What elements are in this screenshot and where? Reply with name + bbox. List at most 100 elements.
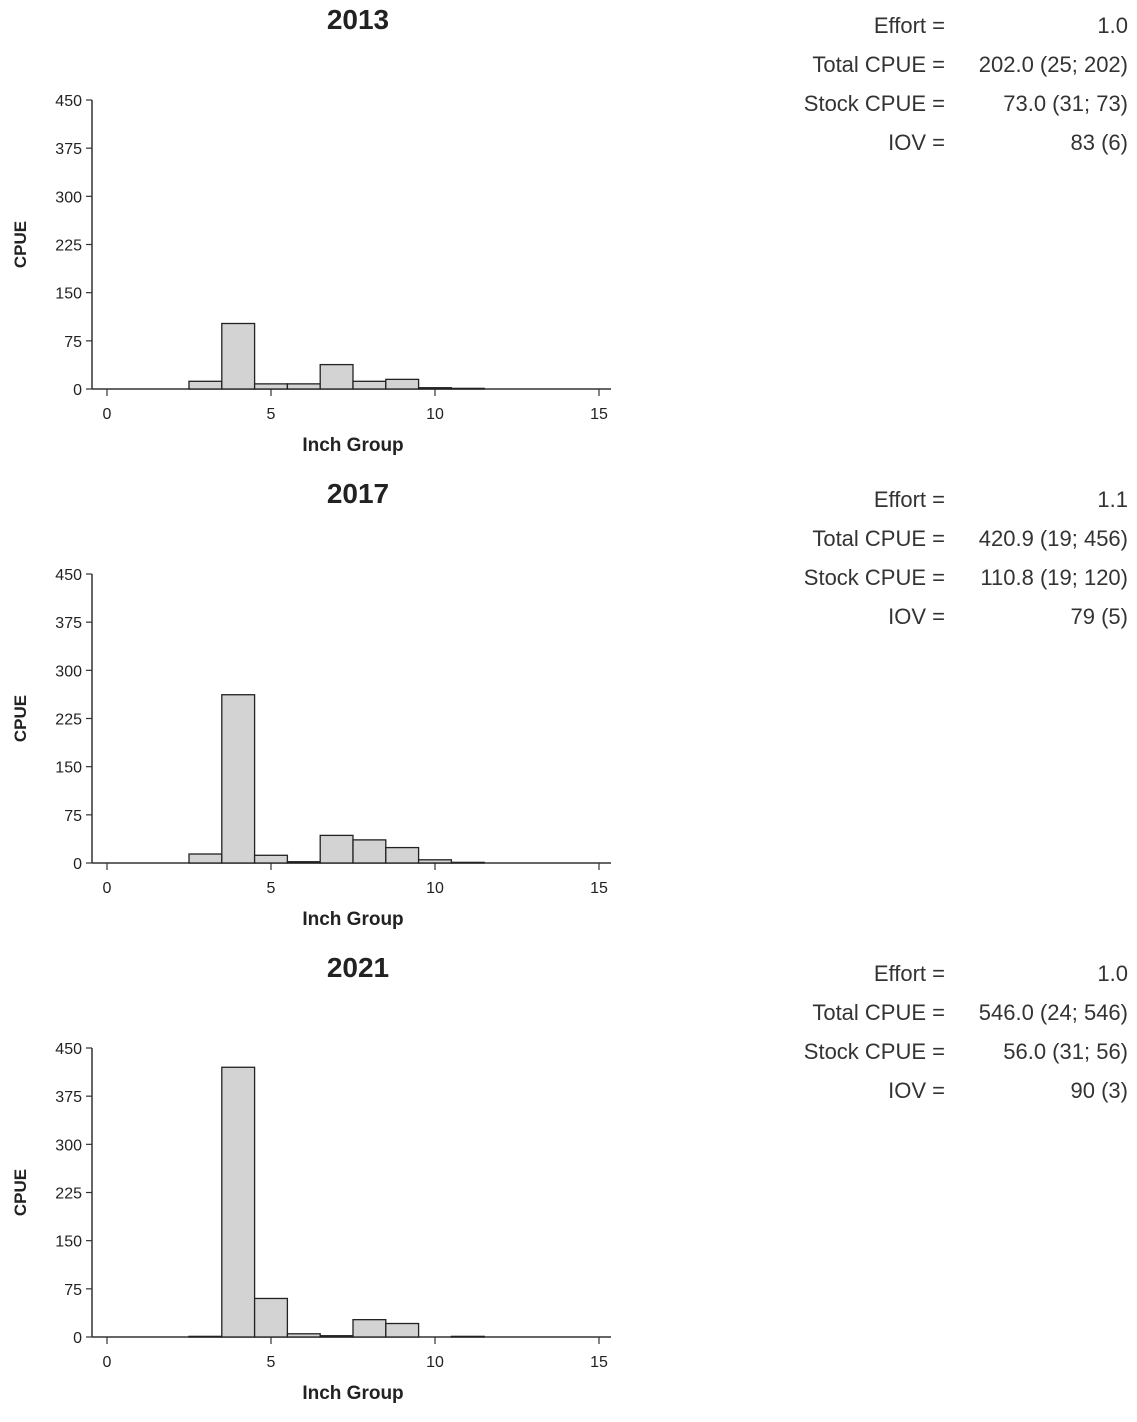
chart-title: 2021 (326, 952, 390, 983)
x-tick-label: 0 (103, 406, 112, 423)
y-tick-label: 150 (55, 760, 82, 777)
stat-value: 1.1 (1097, 487, 1128, 512)
y-tick-label: 300 (55, 189, 82, 206)
stat-row-total-cpue: Total CPUE = 202.0 (25; 202) (740, 45, 1128, 84)
histogram-bar (319, 1335, 354, 1338)
histogram-bar (319, 834, 354, 864)
stat-row-total-cpue: Total CPUE = 546.0 (24; 546) (740, 993, 1128, 1032)
histogram-bar (188, 1335, 223, 1338)
stat-value: 79 (5) (1070, 604, 1128, 629)
y-tick-label: 75 (64, 808, 82, 825)
x-tick-label: 10 (426, 406, 444, 423)
histogram-bar (352, 839, 387, 864)
y-tick-label: 225 (55, 712, 82, 729)
stat-row-iov: IOV = 90 (3) (740, 1071, 1128, 1110)
stat-value: 83 (6) (1070, 130, 1128, 155)
y-tick-label: 150 (55, 286, 82, 303)
y-tick-label: 450 (55, 567, 82, 584)
x-tick-label: 15 (590, 406, 608, 423)
x-axis-label: Inch Group (302, 435, 403, 456)
y-tick-label: 375 (55, 141, 82, 158)
x-axis-label: Inch Group (302, 909, 403, 930)
stat-row-iov: IOV = 79 (5) (740, 597, 1128, 636)
stat-label: Stock CPUE = (803, 91, 945, 116)
stat-value: 420.9 (19; 456) (978, 526, 1128, 551)
x-tick-label: 10 (426, 880, 444, 897)
stat-label: Total CPUE = (812, 1000, 945, 1025)
y-tick-label: 150 (55, 1234, 82, 1251)
stat-value: 110.8 (19; 120) (980, 565, 1128, 590)
x-tick-label: 15 (590, 1354, 608, 1371)
stat-value: 73.0 (31; 73) (1003, 91, 1128, 116)
histogram-2013: 0 75 150 225 300 375 450 0 5 10 15 Inch Group CPUE (11, 93, 611, 456)
x-tick-label: 0 (103, 1354, 112, 1371)
histogram-bar (286, 861, 321, 864)
y-tick-label: 450 (55, 93, 82, 110)
x-tick-label: 0 (103, 880, 112, 897)
histogram-bar (253, 1297, 289, 1338)
y-tick-label: 0 (73, 856, 82, 873)
y-tick-label: 75 (64, 1282, 82, 1299)
x-tick-label: 10 (426, 1354, 444, 1371)
histogram-bar (417, 387, 453, 390)
stat-label: Effort = (873, 961, 945, 986)
histogram-bar (385, 846, 420, 864)
stat-row-stock-cpue: Stock CPUE = 110.8 (19; 120) (740, 558, 1128, 597)
stat-row-effort: Effort = 1.0 (740, 6, 1128, 45)
histogram-bar (286, 1333, 321, 1338)
stat-label: Stock CPUE = (803, 1039, 945, 1064)
stat-row-stock-cpue: Stock CPUE = 56.0 (31; 56) (740, 1032, 1128, 1071)
stat-value: 202.0 (25; 202) (978, 52, 1128, 77)
x-tick-label: 15 (590, 880, 608, 897)
stat-label: Total CPUE = (812, 52, 945, 77)
histogram-bar (188, 380, 223, 390)
histogram-bar (417, 859, 453, 864)
chart-title: 2017 (326, 478, 390, 509)
stat-value: 1.0 (1097, 13, 1128, 38)
histogram-bar (352, 1319, 387, 1338)
y-tick-label: 300 (55, 663, 82, 680)
stat-value: 1.0 (1097, 961, 1128, 986)
y-tick-label: 0 (73, 382, 82, 399)
x-tick-label: 5 (267, 406, 276, 423)
histogram-bar (253, 383, 289, 390)
histogram-bar (450, 387, 485, 390)
stat-row-stock-cpue: Stock CPUE = 73.0 (31; 73) (740, 84, 1128, 123)
chart-panel-2013: 2013 0 75 150 225 300 375 450 0 5 10 15 Inch Group C… (0, 0, 1137, 474)
stat-row-iov: IOV = 83 (6) (740, 123, 1128, 162)
chart-title: 2013 (326, 4, 390, 35)
chart-panel-2017: 2017 0 75 150 225 300 375 450 0 5 10 15 Inch Group C… (0, 474, 1137, 948)
y-axis-label: CPUE (11, 1169, 30, 1216)
y-axis-label: CPUE (11, 221, 30, 268)
stat-label: Effort = (873, 487, 945, 512)
histogram-2017: 0 75 150 225 300 375 450 0 5 10 15 Inch Group CPUE (11, 567, 611, 930)
y-tick-label: 225 (55, 1186, 82, 1203)
y-tick-label: 225 (55, 238, 82, 255)
stat-row-effort: Effort = 1.0 (740, 954, 1128, 993)
stat-label: Effort = (873, 13, 945, 38)
chart-panel-2021: 2021 0 75 150 225 300 375 450 0 5 10 15 Inch Group C… (0, 948, 1137, 1422)
y-axis-label: CPUE (11, 695, 30, 742)
stat-value: 90 (3) (1070, 1078, 1128, 1103)
stat-label: Stock CPUE = (803, 565, 945, 590)
histogram-bar (188, 853, 223, 864)
stat-label: IOV = (888, 604, 945, 629)
histogram-bar (221, 1066, 256, 1338)
x-tick-label: 5 (267, 880, 276, 897)
histogram-bar (253, 854, 289, 864)
histogram-bar (221, 694, 256, 864)
histogram-bar (450, 861, 485, 864)
histogram-bar (221, 322, 256, 390)
stats-block-2017: Effort = 1.1 Total CPUE = 420.9 (19; 456… (740, 480, 1128, 636)
histogram-bar (286, 383, 321, 390)
stat-value: 56.0 (31; 56) (1003, 1039, 1128, 1064)
stat-label: Total CPUE = (812, 526, 945, 551)
stats-block-2013: Effort = 1.0 Total CPUE = 202.0 (25; 202… (740, 6, 1128, 162)
histogram-bar (385, 1322, 420, 1338)
y-tick-label: 450 (55, 1041, 82, 1058)
stat-label: IOV = (888, 130, 945, 155)
stats-block-2021: Effort = 1.0 Total CPUE = 546.0 (24; 546… (740, 954, 1128, 1110)
x-axis-label: Inch Group (302, 1383, 403, 1404)
y-tick-label: 375 (55, 1089, 82, 1106)
histogram-2021: 0 75 150 225 300 375 450 0 5 10 15 Inch Group CPUE (11, 1041, 611, 1404)
